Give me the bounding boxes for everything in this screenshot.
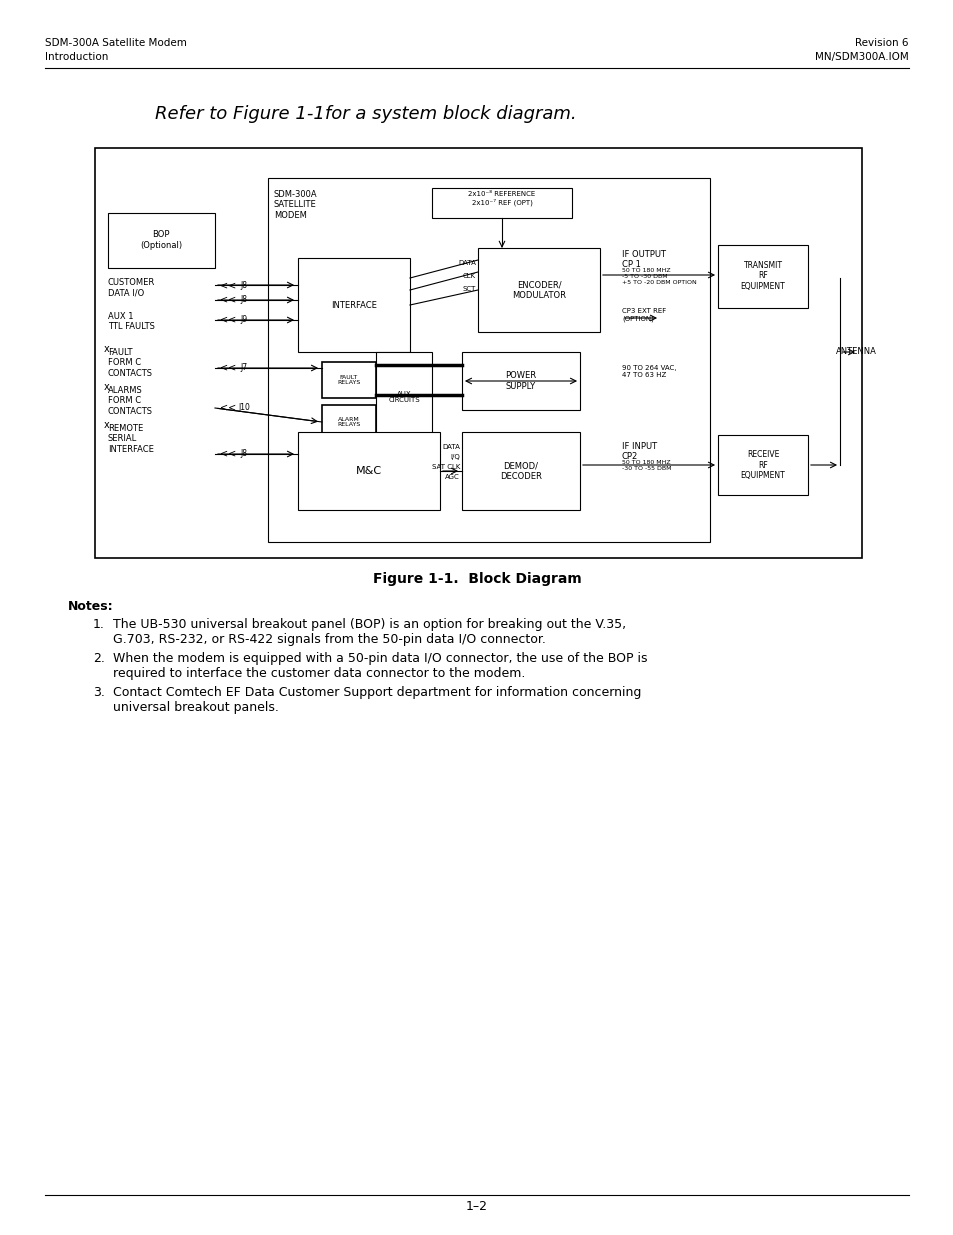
Text: SAT CLK: SAT CLK — [431, 464, 459, 471]
Text: universal breakout panels.: universal breakout panels. — [112, 701, 278, 714]
Text: DATA: DATA — [457, 261, 476, 266]
Text: Notes:: Notes: — [68, 600, 113, 613]
Bar — [461, 352, 579, 410]
Text: SDM-300A
SATELLITE
MODEM: SDM-300A SATELLITE MODEM — [274, 190, 317, 220]
Text: ALARMS
FORM C
CONTACTS: ALARMS FORM C CONTACTS — [108, 387, 152, 416]
Text: J7: J7 — [240, 363, 247, 373]
Text: 50 TO 180 MHZ
-5 TO -30 DBM
+5 TO -20 DBM OPTION: 50 TO 180 MHZ -5 TO -30 DBM +5 TO -20 DB… — [621, 268, 696, 284]
Bar — [322, 362, 375, 398]
Text: J9: J9 — [240, 315, 247, 325]
Text: J8: J8 — [240, 450, 247, 458]
Bar — [477, 248, 599, 332]
Text: 2x10⁻⁸ REFERENCE
2x10⁻⁷ REF (OPT): 2x10⁻⁸ REFERENCE 2x10⁻⁷ REF (OPT) — [468, 191, 535, 206]
Text: <<: << — [219, 295, 236, 305]
Text: RECEIVE
RF
EQUIPMENT: RECEIVE RF EQUIPMENT — [740, 450, 784, 480]
Text: x: x — [104, 382, 110, 391]
Bar — [718, 435, 807, 495]
Text: Figure 1-1.  Block Diagram: Figure 1-1. Block Diagram — [373, 572, 580, 585]
Text: J10: J10 — [238, 404, 250, 412]
Text: FAULT
FORM C
CONTACTS: FAULT FORM C CONTACTS — [108, 348, 152, 378]
Bar — [108, 212, 214, 268]
Text: DATA: DATA — [441, 445, 459, 450]
Text: 1–2: 1–2 — [465, 1200, 488, 1213]
Text: DEMOD/
DECODER: DEMOD/ DECODER — [499, 462, 541, 480]
Text: CP3 EXT REF
(OPTION): CP3 EXT REF (OPTION) — [621, 308, 665, 321]
Bar — [432, 188, 572, 219]
Text: TRANSMIT
RF
EQUIPMENT: TRANSMIT RF EQUIPMENT — [740, 261, 784, 291]
Text: 50 TO 180 MHZ
-30 TO -55 DBM: 50 TO 180 MHZ -30 TO -55 DBM — [621, 459, 671, 471]
Text: I/Q: I/Q — [450, 454, 459, 459]
Text: 1.: 1. — [92, 618, 105, 631]
Text: M&C: M&C — [355, 466, 381, 475]
Text: J8: J8 — [240, 295, 247, 305]
Text: required to interface the customer data connector to the modem.: required to interface the customer data … — [112, 667, 525, 680]
Text: Contact Comtech EF Data Customer Support department for information concerning: Contact Comtech EF Data Customer Support… — [112, 685, 640, 699]
Bar — [297, 258, 410, 352]
Text: FAULT
RELAYS: FAULT RELAYS — [337, 374, 360, 385]
Text: CLK: CLK — [462, 273, 476, 279]
Text: <<: << — [219, 315, 236, 325]
Text: The UB-530 universal breakout panel (BOP) is an option for breaking out the V.35: The UB-530 universal breakout panel (BOP… — [112, 618, 625, 631]
Text: <<: << — [219, 280, 236, 290]
Text: IF OUTPUT
CP 1: IF OUTPUT CP 1 — [621, 249, 665, 269]
Text: G.703, RS-232, or RS-422 signals from the 50-pin data I/O connector.: G.703, RS-232, or RS-422 signals from th… — [112, 634, 545, 646]
Text: ANTENNA: ANTENNA — [835, 347, 876, 357]
Text: x: x — [104, 420, 110, 430]
Bar — [268, 178, 709, 542]
Bar — [297, 432, 439, 510]
Bar — [95, 148, 862, 558]
Text: AUX 1
TTL FAULTS: AUX 1 TTL FAULTS — [108, 312, 154, 331]
Text: 90 TO 264 VAC,
47 TO 63 HZ: 90 TO 264 VAC, 47 TO 63 HZ — [621, 366, 676, 378]
Text: 2.: 2. — [92, 652, 105, 664]
Text: SDM-300A Satellite Modem: SDM-300A Satellite Modem — [45, 38, 187, 48]
Text: BOP
(Optional): BOP (Optional) — [140, 230, 182, 249]
Text: AUX
CIRCUITS: AUX CIRCUITS — [388, 390, 419, 404]
Text: Revision 6: Revision 6 — [855, 38, 908, 48]
Bar — [461, 432, 579, 510]
Text: Introduction: Introduction — [45, 52, 109, 62]
Text: POWER
SUPPLY: POWER SUPPLY — [505, 372, 536, 390]
Text: <<: << — [219, 450, 236, 459]
Text: <<: << — [219, 403, 236, 412]
Text: x: x — [104, 345, 110, 354]
Text: 3.: 3. — [92, 685, 105, 699]
Bar — [718, 245, 807, 308]
Text: AGC: AGC — [445, 474, 459, 480]
Text: INTERFACE: INTERFACE — [331, 300, 376, 310]
Text: IF INPUT
CP2: IF INPUT CP2 — [621, 442, 657, 462]
Text: <<: << — [219, 363, 236, 373]
Text: MN/SDM300A.IOM: MN/SDM300A.IOM — [815, 52, 908, 62]
Text: ALARM
RELAYS: ALARM RELAYS — [337, 416, 360, 427]
Text: SCT: SCT — [462, 287, 476, 291]
Text: CUSTOMER
DATA I/O: CUSTOMER DATA I/O — [108, 278, 155, 298]
Text: Refer to Figure 1-1for a system block diagram.: Refer to Figure 1-1for a system block di… — [154, 105, 576, 124]
Text: ENCODER/
MODULATOR: ENCODER/ MODULATOR — [512, 280, 565, 300]
Bar — [322, 405, 375, 440]
Bar — [375, 352, 432, 442]
Text: J8: J8 — [240, 280, 247, 289]
Text: When the modem is equipped with a 50-pin data I/O connector, the use of the BOP : When the modem is equipped with a 50-pin… — [112, 652, 647, 664]
Text: REMOTE
SERIAL
INTERFACE: REMOTE SERIAL INTERFACE — [108, 424, 153, 453]
